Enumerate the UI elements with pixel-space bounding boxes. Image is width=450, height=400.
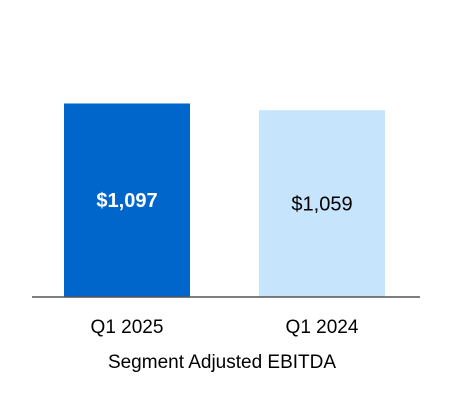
bar-group: $1,097 $1,059 — [64, 103, 385, 297]
bar-1 — [64, 103, 190, 297]
x-axis-title: Segment Adjusted EBITDA — [108, 352, 336, 373]
x-tick-label-1: Q1 2025 — [91, 317, 164, 338]
x-tick-labels: Q1 2025 Q1 2024 — [91, 317, 359, 338]
bar-value-label-1: $1,097 — [96, 190, 157, 212]
x-tick-label-2: Q1 2024 — [286, 317, 359, 338]
bar-2 — [259, 110, 385, 297]
bar-value-label-2: $1,059 — [291, 194, 352, 216]
